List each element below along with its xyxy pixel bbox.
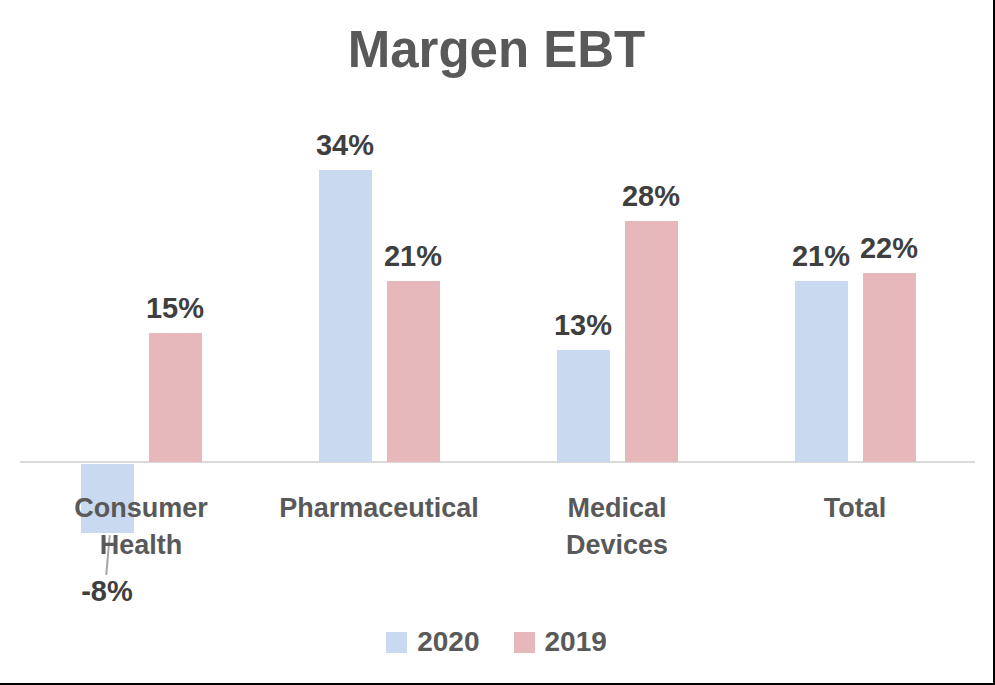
x-axis-label-line: Medical [487, 490, 747, 527]
x-axis-label-line: Devices [487, 527, 747, 564]
value-label-2020-consumer-health: -8% [37, 575, 177, 608]
value-label-2020-medical-devices: 13% [513, 309, 653, 342]
legend-label-2019: 2019 [545, 626, 607, 658]
legend-item-2019: 2019 [514, 626, 607, 658]
bar-2020-medical-devices [557, 350, 610, 462]
legend-swatch-2020 [386, 632, 407, 653]
x-axis-label-total: Total [725, 490, 985, 527]
legend-item-2020: 2020 [386, 626, 479, 658]
x-axis-label-line: Total [725, 490, 985, 527]
value-label-2020-pharmaceutical: 34% [275, 129, 415, 162]
x-axis-label-line: Consumer [11, 490, 271, 527]
chart-frame: Margen EBT -8%15%ConsumerHealth34%21%Pha… [0, 0, 995, 685]
bar-2020-total [795, 281, 848, 462]
x-axis-label-consumer-health: ConsumerHealth [11, 490, 271, 564]
x-axis-label-line: Health [11, 527, 271, 564]
bar-2020-pharmaceutical [319, 170, 372, 462]
legend: 2020 2019 [0, 626, 993, 658]
value-label-2019-total: 22% [819, 232, 959, 265]
value-label-2019-pharmaceutical: 21% [343, 240, 483, 273]
value-label-2019-consumer-health: 15% [105, 292, 245, 325]
bar-2019-total [863, 273, 916, 462]
bar-2019-consumer-health [149, 333, 202, 462]
legend-label-2020: 2020 [417, 626, 479, 658]
value-label-2019-medical-devices: 28% [581, 180, 721, 213]
x-axis-label-pharmaceutical: Pharmaceutical [249, 490, 509, 527]
bar-2019-pharmaceutical [387, 281, 440, 462]
legend-swatch-2019 [514, 632, 535, 653]
x-axis-label-line: Pharmaceutical [249, 490, 509, 527]
plot-area: -8% 15% ConsumerHealth 34% 21% Pharmaceutical… [0, 0, 993, 683]
x-axis-label-medical-devices: MedicalDevices [487, 490, 747, 564]
